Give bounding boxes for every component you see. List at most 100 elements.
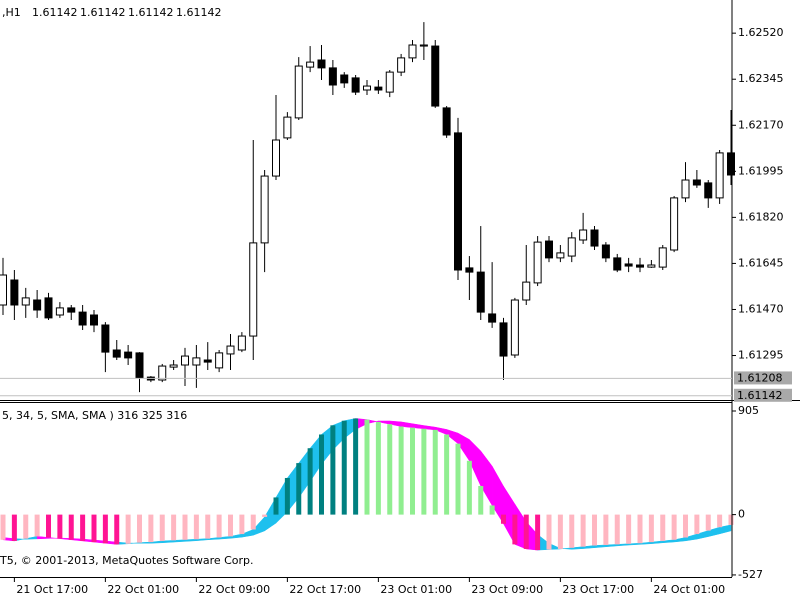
histogram-bar <box>523 514 529 549</box>
y-tick-label: 905 <box>738 404 759 417</box>
symbol: ,H1 <box>2 6 21 19</box>
histogram-bar <box>705 514 711 531</box>
histogram-bar <box>239 514 245 535</box>
price-level-tag <box>734 388 792 402</box>
x-tick-label: 21 Oct 17:00 <box>16 583 88 596</box>
price-level-label: 1.61142 <box>737 389 783 402</box>
x-tick-label: 23 Oct 17:00 <box>562 583 634 596</box>
histogram-bar <box>410 427 415 515</box>
histogram-bar <box>171 514 177 541</box>
candle-body <box>510 299 519 356</box>
histogram-bar <box>648 514 654 543</box>
candle-body <box>601 244 610 259</box>
candle-body <box>363 85 371 91</box>
histogram-bar <box>125 514 131 544</box>
y-tick-label: 1.61295 <box>738 349 784 362</box>
quote: 1.61142 <box>80 6 126 19</box>
quote: 1.61142 <box>32 6 78 19</box>
histogram-bar <box>614 514 620 545</box>
candle-body <box>397 57 406 73</box>
histogram-bar <box>182 514 188 540</box>
price-level-tag <box>734 371 792 385</box>
histogram-bar <box>341 420 347 515</box>
x-tick-label: 22 Oct 01:00 <box>107 583 179 596</box>
histogram-bar <box>91 514 97 543</box>
copyright: T5, © 2001-2013, MetaQuotes Software Cor… <box>0 554 254 567</box>
candle-body <box>317 59 326 69</box>
candle-body <box>67 307 76 313</box>
candle-body <box>226 345 235 355</box>
y-tick-label: 0 <box>738 508 745 521</box>
candle-body <box>556 252 565 259</box>
candle-body <box>101 324 110 353</box>
candle-body <box>0 274 7 306</box>
histogram-bar <box>546 514 552 550</box>
histogram-bar <box>193 514 199 540</box>
histogram-bar <box>68 514 74 540</box>
histogram-bar <box>262 514 268 517</box>
histogram-bar <box>319 434 324 515</box>
candle-body <box>181 355 189 366</box>
histogram-bar <box>57 514 63 539</box>
histogram-bar <box>626 514 632 544</box>
histogram-bar <box>603 514 609 545</box>
histogram-bar <box>228 514 233 537</box>
quote: 1.61142 <box>176 6 222 19</box>
histogram-bar <box>489 505 495 515</box>
histogram-bar <box>660 514 666 541</box>
candle-body <box>419 44 428 47</box>
y-tick-label: 1.61820 <box>738 210 784 223</box>
y-tick-label: 1.62345 <box>738 72 784 85</box>
histogram-bar <box>421 428 427 515</box>
candle-body <box>10 279 19 306</box>
quote: 1.61142 <box>128 6 174 19</box>
histogram-bar <box>592 514 597 546</box>
histogram-bar <box>444 434 450 515</box>
y-tick-label: 1.62520 <box>738 26 784 39</box>
y-tick-label: 1.61645 <box>738 256 784 269</box>
histogram-bar <box>216 514 222 538</box>
histogram-bar <box>466 460 472 515</box>
histogram-bar <box>569 514 575 548</box>
candle-body <box>590 229 599 247</box>
histogram-bar <box>273 497 279 515</box>
y-tick-label: -527 <box>738 568 763 581</box>
histogram-bar <box>307 448 313 515</box>
candle-body <box>135 352 144 379</box>
candle-body <box>385 71 394 93</box>
candle-body <box>21 297 30 306</box>
candle-body <box>533 241 542 284</box>
candle-body <box>44 297 53 319</box>
candle-body <box>78 311 87 326</box>
histogram-bar <box>432 429 438 515</box>
histogram-bar <box>728 514 734 525</box>
histogram-bar <box>137 514 142 543</box>
x-tick-label: 22 Oct 09:00 <box>198 583 270 596</box>
histogram-bar <box>478 485 484 515</box>
histogram-bar <box>364 419 370 515</box>
candle-body <box>499 322 508 357</box>
histogram-bar <box>637 514 643 544</box>
histogram-bar <box>398 426 404 515</box>
histogram-bar <box>535 514 541 551</box>
histogram-bar <box>501 514 506 524</box>
histogram-bar <box>102 514 108 544</box>
candle-body <box>294 65 303 119</box>
histogram-bar <box>671 514 677 540</box>
candle-body <box>408 44 417 59</box>
histogram-bar <box>250 514 256 530</box>
candle-body <box>169 364 178 368</box>
candle-body <box>283 116 292 139</box>
histogram-bar <box>284 477 290 515</box>
candle-body <box>647 264 656 268</box>
y-tick-label: 1.62170 <box>738 118 784 131</box>
histogram-bar <box>148 514 154 543</box>
candle-body <box>340 74 349 84</box>
histogram-bar <box>296 463 302 515</box>
candle-body <box>158 365 167 381</box>
candle-body <box>681 179 690 199</box>
histogram-bar <box>159 514 165 541</box>
histogram-bar <box>717 514 723 528</box>
histogram-bar <box>387 424 393 515</box>
